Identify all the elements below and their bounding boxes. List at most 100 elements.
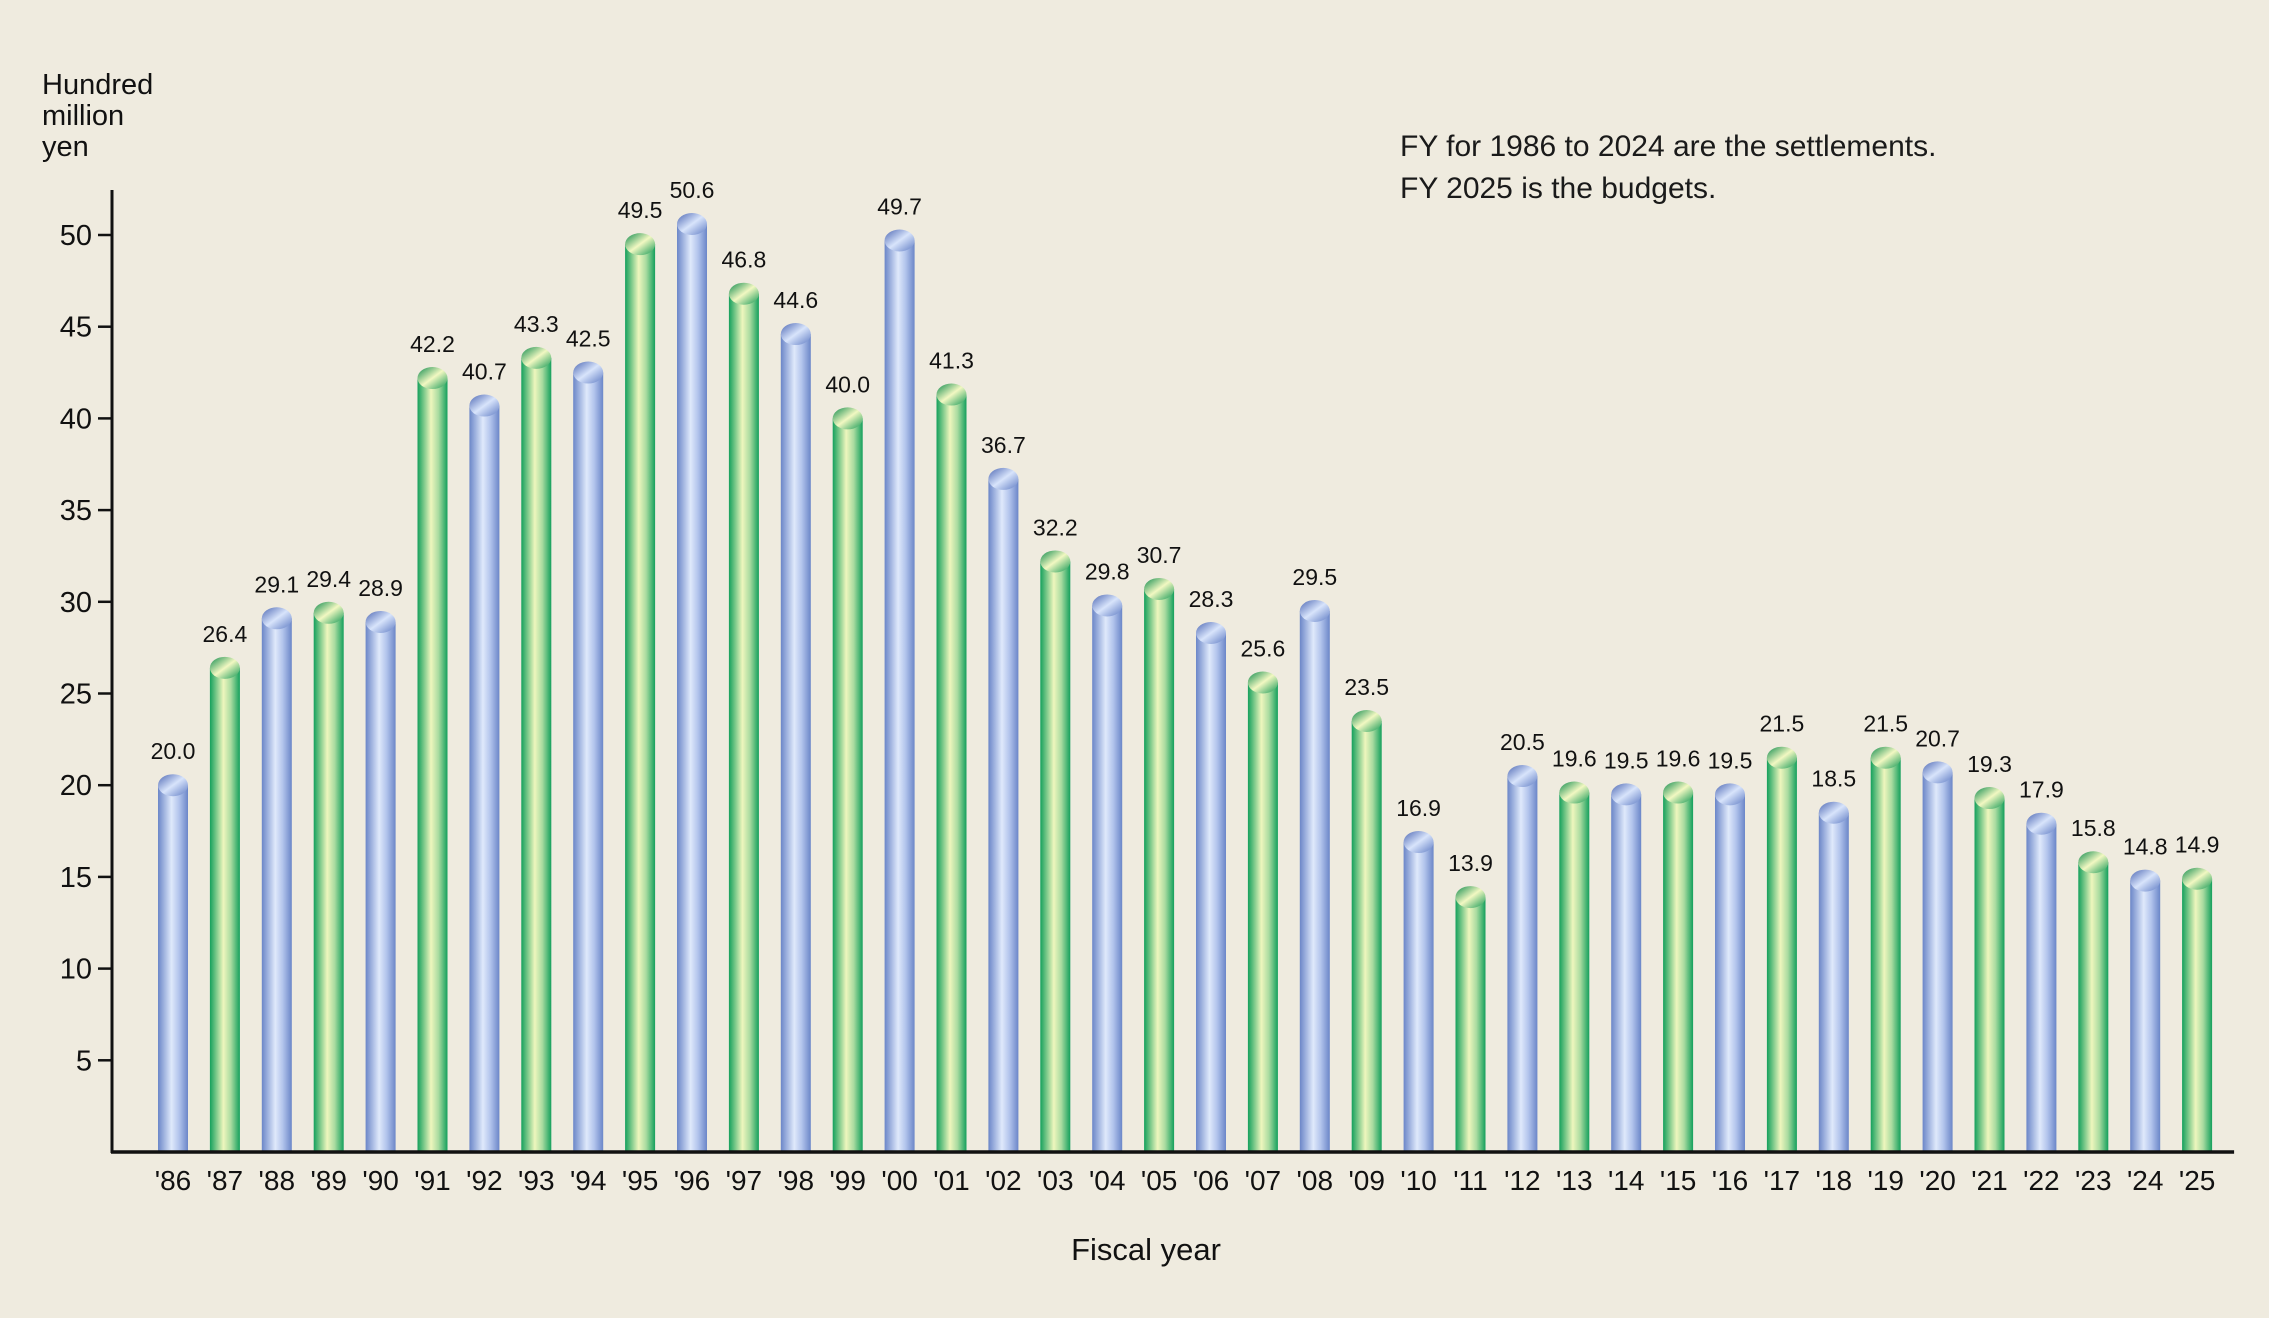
bar-value-label: 42.2 [410,331,455,357]
bar-0: 20.0 [151,738,196,1152]
x-tick-label: '16 [1712,1165,1749,1196]
bar-value-label: 14.9 [2175,832,2220,858]
bar-cap [261,607,292,630]
bar-body [2078,862,2109,1152]
x-tick-label: '23 [2075,1165,2112,1196]
bar-34: 20.7 [1915,725,1960,1152]
bar-cap [1403,831,1434,854]
bar-value-label: 46.8 [722,247,767,273]
bar-body [261,618,292,1152]
bar-body [313,612,344,1152]
x-tick-label: '04 [1089,1165,1126,1196]
bar-value-label: 20.7 [1915,725,1960,751]
bar-value-label: 36.7 [981,432,1026,458]
bar-18: 29.8 [1085,558,1130,1152]
x-tick-label: '15 [1660,1165,1697,1196]
budget-note: FY 2025 is the budgets. [1400,172,1717,205]
bar-body [1818,812,1849,1152]
bar-32: 18.5 [1811,766,1856,1152]
bar-cap [1974,787,2005,810]
y-tick-label: 45 [60,312,92,344]
bar-body [469,405,500,1152]
y-tick-label: 30 [60,587,92,619]
bar-body [1507,776,1538,1152]
bar-value-label: 20.0 [151,738,196,764]
y-tick-label: 35 [60,495,92,527]
bar-cap [1922,761,1953,784]
bar-cap [625,233,656,256]
bar-20: 28.3 [1189,586,1233,1152]
x-tick-label: '94 [570,1165,607,1196]
bar-23: 23.5 [1344,674,1389,1152]
bar-value-label: 43.3 [514,311,559,337]
bar-body [1403,842,1434,1152]
bar-37: 15.8 [2071,815,2116,1152]
bar-value-label: 19.6 [1656,746,1701,772]
bar-value-label: 41.3 [929,348,974,374]
x-tick-label: '96 [674,1165,711,1196]
bar-body [832,418,863,1152]
bar-value-label: 18.5 [1811,766,1856,792]
y-tick-label: 25 [60,679,92,711]
bar-body [1040,561,1071,1152]
bar-value-label: 19.5 [1604,747,1649,773]
x-tick-label: '91 [414,1165,451,1196]
bar-value-label: 26.4 [203,621,248,647]
bar-27: 19.6 [1552,746,1597,1152]
bar-12: 44.6 [773,287,818,1152]
bar-31: 21.5 [1760,711,1805,1152]
bar-body [1715,794,1745,1152]
bar-cap [677,212,707,235]
y-tick-label: 10 [60,954,92,986]
bar-body [1611,794,1642,1152]
bar-cap [2078,851,2109,874]
bar-36: 17.9 [2019,777,2064,1152]
bar-body [209,667,240,1152]
bar-cap [936,383,967,406]
x-axis: '86 '87 '88 '89 '90 '91 '92 '93 '94 '95 '96 '97 '98 '… [111,1150,2235,1196]
bar-cap [832,407,863,430]
bar-cap [2130,869,2161,892]
x-tick-label: '95 [622,1165,659,1196]
bar-value-label: 13.9 [1448,850,1493,876]
bar-29: 19.6 [1656,746,1701,1152]
bar-body [1144,588,1175,1152]
x-tick-label: '10 [1400,1165,1437,1196]
bar-body [2130,880,2161,1152]
bar-5: 42.2 [410,331,455,1152]
x-tick-label: '11 [1453,1165,1487,1196]
x-tick-label: '08 [1297,1165,1334,1196]
bar-cap [988,467,1019,490]
x-tick-label: '03 [1037,1165,1074,1196]
bar-value-label: 29.4 [306,566,351,592]
bar-cap [573,361,604,384]
x-axis-title: Fiscal year [1071,1232,1221,1267]
bar-21: 25.6 [1241,635,1285,1152]
bar-value-label: 19.6 [1552,746,1597,772]
bar-cap [1818,801,1849,824]
bar-value-label: 20.5 [1500,729,1545,755]
bar-body [521,357,552,1152]
bar-cap [1196,621,1226,644]
x-tick-label: '87 [207,1165,244,1196]
bar-body [625,244,656,1153]
bar-value-label: 32.2 [1033,514,1078,540]
bar-body [1663,792,1694,1152]
settlement-note: FY for 1986 to 2024 are the settlements. [1400,130,1937,163]
bar-cap [521,346,552,369]
bar-value-label: 21.5 [1863,711,1908,737]
x-tick-label: '19 [1867,1165,1904,1196]
bar-value-label: 21.5 [1760,711,1805,737]
bar-cap [209,656,240,679]
bar-body [1351,721,1382,1152]
x-tick-label: '13 [1556,1165,1593,1196]
bar-body [1974,798,2005,1152]
bar-cap [1715,783,1745,806]
x-tick-label: '99 [829,1165,866,1196]
bar-cap [158,774,188,797]
bar-cap [884,229,915,252]
x-tick-label: '92 [466,1165,503,1196]
y-tick-label: 40 [60,403,92,435]
y-axis-unit-label: Hundred million yen [42,70,153,163]
x-tick-label: '21 [1971,1165,2008,1196]
